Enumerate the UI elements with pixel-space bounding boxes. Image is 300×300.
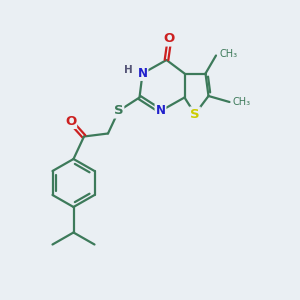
Text: H: H bbox=[124, 65, 133, 75]
Text: CH₃: CH₃ bbox=[232, 97, 250, 107]
Text: S: S bbox=[190, 107, 200, 121]
Text: S: S bbox=[114, 104, 123, 118]
Text: CH₃: CH₃ bbox=[219, 49, 237, 59]
Text: N: N bbox=[137, 67, 148, 80]
Text: O: O bbox=[65, 115, 76, 128]
Text: O: O bbox=[164, 32, 175, 46]
Text: N: N bbox=[155, 104, 166, 118]
